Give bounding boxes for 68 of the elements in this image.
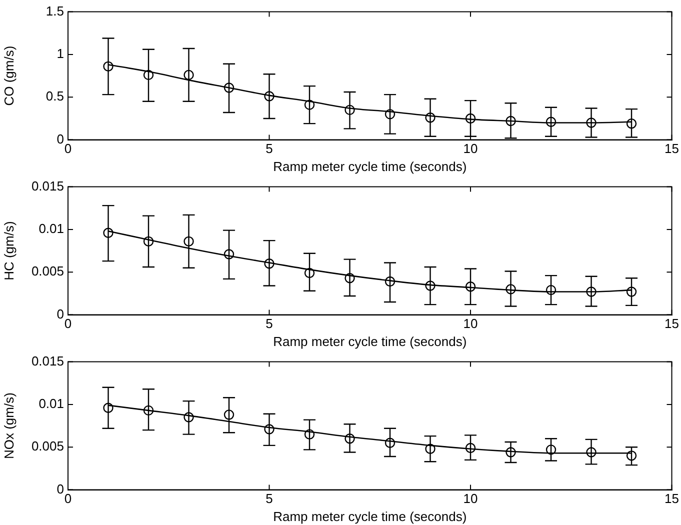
point [143, 236, 154, 247]
point [465, 442, 476, 454]
x-tick-label: 15 [664, 141, 680, 156]
point [425, 280, 436, 291]
x-tick-label: 10 [463, 316, 478, 332]
y-axis-title: NOx (gm/s) [1, 392, 16, 460]
point [384, 438, 396, 448]
y-tick-label: 0 [56, 481, 64, 496]
point [626, 286, 637, 297]
point [344, 434, 355, 444]
point [224, 410, 234, 420]
point [425, 444, 436, 454]
point [264, 91, 274, 102]
x-tick-label: 15 [664, 316, 680, 332]
point [304, 100, 315, 110]
point [384, 276, 396, 287]
point [506, 447, 516, 458]
point [103, 228, 114, 238]
y-tick-label: 0.005 [31, 264, 64, 279]
y-tick-label: 0.01 [38, 221, 64, 236]
x-axis-title: Ramp meter cycle time (seconds) [273, 508, 467, 524]
point [264, 424, 274, 434]
point [506, 284, 516, 294]
x-tick-label: 5 [266, 316, 273, 332]
point [546, 284, 556, 296]
point [224, 249, 234, 260]
point [184, 412, 194, 422]
point [224, 82, 234, 93]
point [143, 405, 154, 416]
point [143, 70, 154, 80]
point [304, 429, 315, 440]
x-tick-label: 10 [463, 491, 478, 506]
y-tick-label: 0 [56, 306, 64, 322]
y-tick-label: 0 [56, 131, 64, 146]
y-tick-label: 1.5 [46, 3, 64, 18]
y-tick-label: 0.005 [31, 438, 64, 454]
point [304, 268, 315, 278]
point [626, 118, 637, 129]
point [103, 402, 114, 413]
x-tick-label: 5 [266, 141, 273, 156]
y-tick-label: 0.015 [31, 353, 64, 368]
y-tick-label: 1 [56, 46, 64, 62]
y-tick-label: 0.5 [46, 88, 64, 104]
y-axis-title: CO (gm/s) [1, 46, 16, 106]
x-tick-label: 5 [266, 491, 273, 506]
point [103, 61, 114, 72]
y-axis-title: HC (gm/s) [1, 221, 16, 280]
y-tick-label: 0.015 [31, 178, 64, 194]
point [586, 286, 596, 297]
x-tick-label: 15 [664, 491, 680, 506]
x-axis-title: Ramp meter cycle time (seconds) [273, 334, 467, 349]
point [546, 444, 556, 455]
point [184, 70, 194, 80]
point [465, 113, 476, 124]
point [344, 273, 355, 284]
x-tick-label: 10 [463, 141, 478, 156]
point [506, 116, 516, 126]
point [425, 112, 436, 123]
point [586, 447, 596, 458]
point [344, 104, 355, 116]
point [184, 236, 194, 247]
point [465, 282, 476, 292]
point [384, 109, 396, 120]
point [546, 116, 556, 127]
y-tick-label: 0.01 [38, 396, 64, 412]
point [586, 118, 596, 128]
point [264, 258, 274, 269]
x-axis-title: Ramp meter cycle time (seconds) [273, 158, 467, 174]
